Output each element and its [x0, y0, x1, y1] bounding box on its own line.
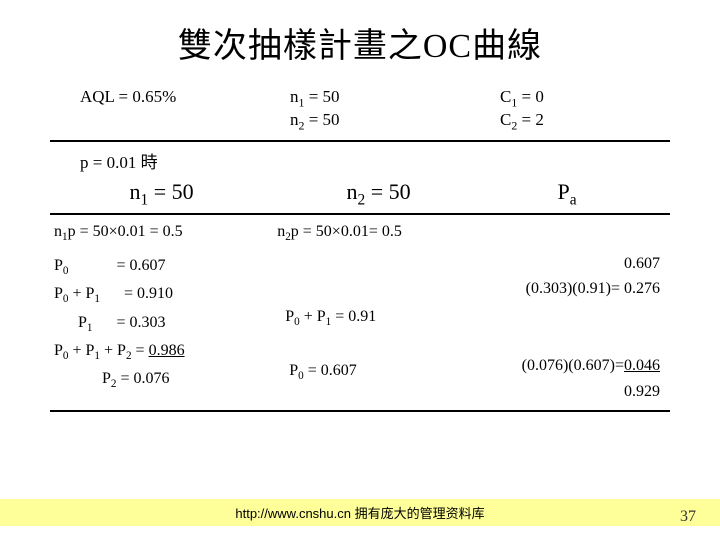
column-3: 0.607 (0.303)(0.91)= 0.276 (0.076)(0.607…	[484, 219, 670, 404]
condition-p: p = 0.01 時	[50, 142, 670, 177]
c3-line-0	[484, 219, 660, 245]
header-pa: Pa	[484, 179, 670, 209]
sample-sizes: n1 = 50 n2 = 50	[290, 87, 458, 134]
parameters-row: AQL = 0.65% n1 = 50 n2 = 50 C1 = 0 C2 = …	[50, 79, 670, 142]
column-2: n2p = 50×0.01= 0.5 P0 + P1 = 0.91 P0 = 0…	[273, 219, 484, 404]
c1-line-1: P0 = 0.607	[54, 253, 273, 281]
c3-line-4	[484, 328, 660, 354]
c1-line-2: P0 + P1 = 0.910	[54, 281, 273, 309]
c3-line-2: (0.303)(0.91)= 0.276	[484, 276, 660, 302]
c1-line-3: P1 = 0.303	[54, 310, 273, 338]
c3-line-5: (0.076)(0.607)=0.046	[484, 353, 660, 379]
content-area: AQL = 0.65% n1 = 50 n2 = 50 C1 = 0 C2 = …	[0, 79, 720, 412]
header-n2: n2 = 50	[273, 179, 484, 209]
table-body: n1p = 50×0.01 = 0.5 P0 = 0.607 P0 + P1 =…	[50, 215, 670, 412]
c2-line-2	[277, 279, 484, 305]
c1-line-5: P2 = 0.076	[54, 366, 273, 394]
acceptance-numbers: C1 = 0 C2 = 2	[500, 87, 640, 134]
c3-line-1: 0.607	[484, 251, 660, 277]
header-n1: n1 = 50	[50, 179, 273, 209]
c2-line-5: P0 = 0.607	[277, 358, 484, 386]
c3-line-6: 0.929	[484, 379, 660, 405]
aql-value: AQL = 0.65%	[80, 87, 248, 134]
c2-line-1	[277, 253, 484, 279]
c2-line-4	[277, 333, 484, 359]
n2-value: n2 = 50	[290, 110, 458, 133]
c1-line-4: P0 + P1 + P2 = 0.986	[54, 338, 273, 366]
slide-title: 雙次抽樣計畫之OC曲線	[0, 0, 720, 79]
page-number: 37	[680, 508, 696, 526]
table-header: n1 = 50 n2 = 50 Pa	[50, 177, 670, 215]
c2-line-0: n2p = 50×0.01= 0.5	[277, 219, 484, 247]
n1-value: n1 = 50	[290, 87, 458, 110]
c3-line-3	[484, 302, 660, 328]
footer-link: http://www.cnshu.cn 拥有庞大的管理资料库	[0, 499, 720, 526]
c1-value: C1 = 0	[500, 87, 640, 110]
c2-line-3: P0 + P1 = 0.91	[277, 304, 484, 332]
column-1: n1p = 50×0.01 = 0.5 P0 = 0.607 P0 + P1 =…	[50, 219, 273, 404]
c2-value: C2 = 2	[500, 110, 640, 133]
c1-line-0: n1p = 50×0.01 = 0.5	[54, 219, 273, 247]
